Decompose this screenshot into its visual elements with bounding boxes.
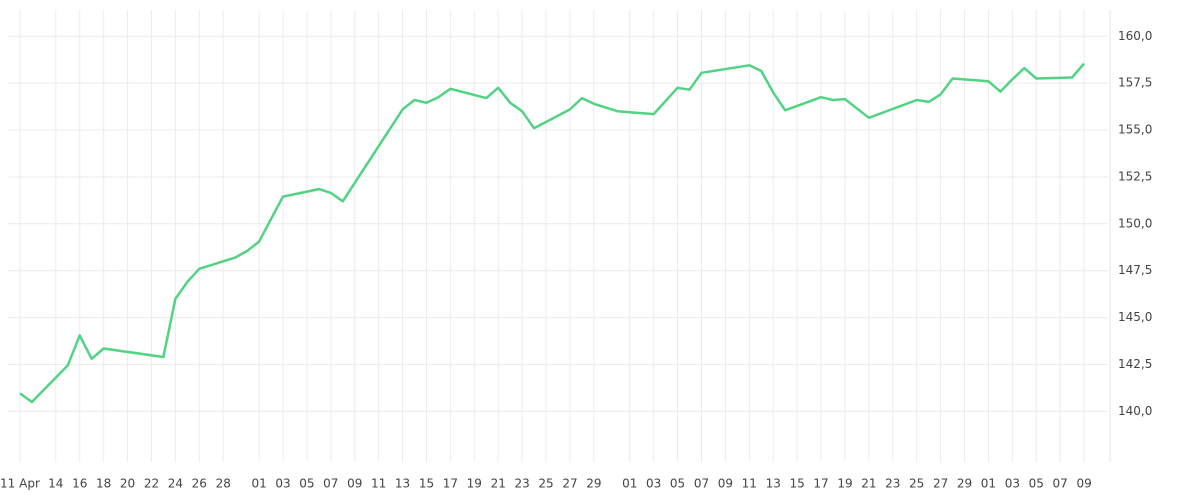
x-tick-label: 27 (933, 477, 948, 491)
x-tick-label: 01 (622, 477, 637, 491)
x-tick-label: 16 (72, 477, 87, 491)
x-tick-label: 27 (562, 477, 577, 491)
x-tick-label: 11 (371, 477, 386, 491)
x-tick-label: 19 (837, 477, 852, 491)
y-tick-label: 145,0 (1118, 310, 1152, 324)
x-tick-label: 18 (96, 477, 111, 491)
x-tick-label: 09 (1076, 477, 1091, 491)
x-tick-label: 07 (323, 477, 338, 491)
x-tick-label: 05 (670, 477, 685, 491)
x-tick-label: 24 (168, 477, 183, 491)
x-tick-label: 17 (443, 477, 458, 491)
x-tick-label: 25 (909, 477, 924, 491)
x-tick-label: 17 (813, 477, 828, 491)
x-tick-label: 25 (538, 477, 553, 491)
x-tick-label: 23 (514, 477, 529, 491)
y-tick-label: 147,5 (1118, 263, 1152, 277)
x-tick-label: 28 (216, 477, 231, 491)
x-tick-label: 29 (586, 477, 601, 491)
x-tick-label: 07 (694, 477, 709, 491)
x-tick-label: 01 (251, 477, 266, 491)
x-tick-label: 09 (347, 477, 362, 491)
y-tick-label: 155,0 (1118, 123, 1152, 137)
x-tick-label: 23 (885, 477, 900, 491)
x-tick-label: 09 (718, 477, 733, 491)
y-tick-label: 140,0 (1118, 404, 1152, 418)
x-tick-label: 11 Apr (0, 477, 40, 491)
x-tick-label: 03 (1005, 477, 1020, 491)
x-tick-label: 14 (48, 477, 63, 491)
x-tick-label: 03 (275, 477, 290, 491)
y-tick-label: 142,5 (1118, 357, 1152, 371)
x-tick-label: 11 (742, 477, 757, 491)
x-tick-label: 19 (467, 477, 482, 491)
y-tick-label: 150,0 (1118, 216, 1152, 230)
x-tick-label: 29 (957, 477, 972, 491)
x-tick-label: 21 (491, 477, 506, 491)
x-tick-label: 03 (646, 477, 661, 491)
x-tick-label: 21 (861, 477, 876, 491)
y-tick-label: 160,0 (1118, 29, 1152, 43)
y-tick-label: 152,5 (1118, 169, 1152, 183)
x-tick-label: 15 (419, 477, 434, 491)
x-tick-label: 13 (395, 477, 410, 491)
x-tick-label: 05 (1029, 477, 1044, 491)
y-tick-label: 157,5 (1118, 76, 1152, 90)
x-tick-label: 01 (981, 477, 996, 491)
x-tick-label: 20 (120, 477, 135, 491)
price-line (19, 62, 1086, 404)
x-tick-label: 15 (789, 477, 804, 491)
x-tick-label: 26 (192, 477, 207, 491)
x-tick-label: 13 (766, 477, 781, 491)
x-tick-label: 22 (144, 477, 159, 491)
x-tick-label: 07 (1053, 477, 1068, 491)
x-tick-label: 05 (299, 477, 314, 491)
